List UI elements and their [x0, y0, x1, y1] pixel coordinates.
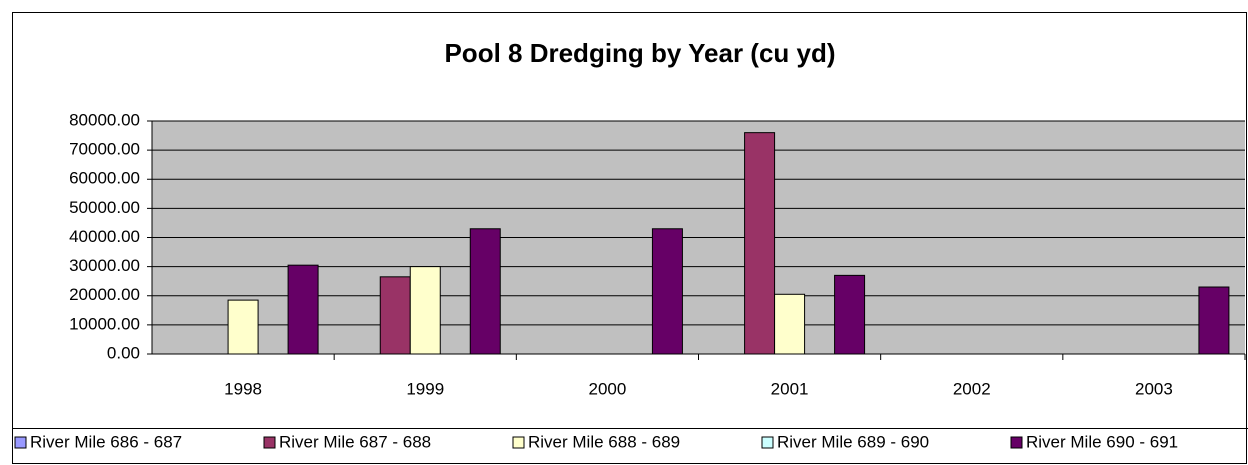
legend-swatch	[512, 436, 525, 449]
y-tick-label: 40000.00	[69, 227, 140, 246]
legend-label: River Mile 687 - 688	[279, 432, 431, 451]
bar	[379, 276, 411, 355]
chart-title: Pool 8 Dredging by Year (cu yd)	[444, 38, 835, 68]
x-tick-label: 2000	[589, 379, 627, 398]
y-tick-label: 60000.00	[69, 169, 140, 188]
legend-swatch	[1010, 436, 1023, 449]
bar	[409, 266, 441, 355]
legend-swatch	[761, 436, 774, 449]
x-tick-label: 1999	[406, 379, 444, 398]
bar	[287, 264, 319, 355]
bar	[834, 274, 866, 355]
legend-swatch	[14, 436, 27, 449]
bar	[1198, 286, 1230, 355]
bar	[744, 132, 776, 355]
y-tick-label: 50000.00	[69, 198, 140, 217]
x-tick-label: 2003	[1135, 379, 1173, 398]
x-tick-label: 2001	[771, 379, 809, 398]
legend-label: River Mile 686 - 687	[30, 432, 182, 451]
legend-label: River Mile 689 - 690	[777, 432, 929, 451]
x-tick-label: 1998	[224, 379, 262, 398]
y-tick-label: 70000.00	[69, 140, 140, 159]
y-tick-label: 30000.00	[69, 256, 140, 275]
legend-swatch	[263, 436, 276, 449]
y-tick-label: 10000.00	[69, 314, 140, 333]
legend-label: River Mile 690 - 691	[1026, 432, 1178, 451]
y-tick-label: 80000.00	[69, 110, 140, 129]
bar	[469, 228, 501, 355]
bar	[651, 228, 683, 355]
y-tick-label: 20000.00	[69, 285, 140, 304]
legend-label: River Mile 688 - 689	[528, 432, 680, 451]
y-tick-label: 0.00	[107, 343, 140, 362]
x-tick-label: 2002	[953, 379, 991, 398]
bar	[774, 293, 806, 355]
bar	[227, 299, 259, 355]
